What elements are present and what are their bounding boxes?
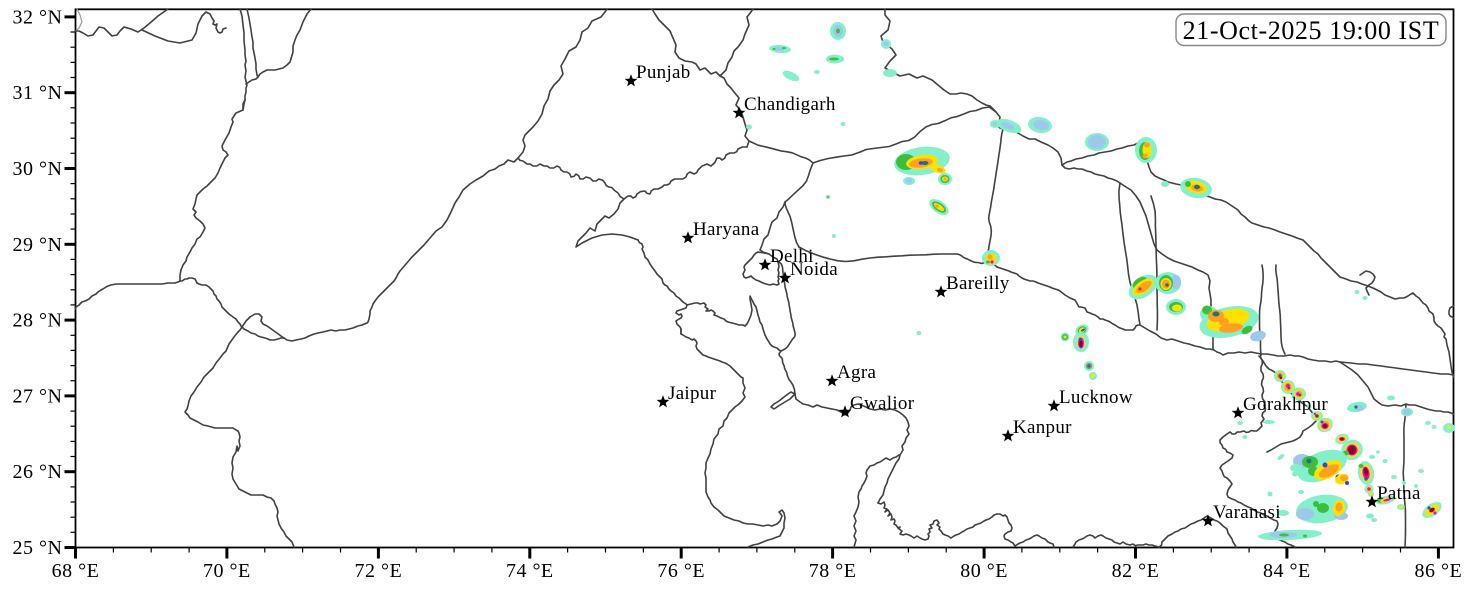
- svg-text:76 °E: 76 °E: [657, 560, 705, 582]
- svg-text:Gorakhpur: Gorakhpur: [1243, 394, 1328, 415]
- svg-text:78 °E: 78 °E: [809, 560, 857, 582]
- svg-text:30 °N: 30 °N: [13, 158, 63, 180]
- svg-text:31 °N: 31 °N: [13, 82, 63, 104]
- svg-text:Chandigarh: Chandigarh: [744, 94, 836, 115]
- svg-text:86 °E: 86 °E: [1415, 560, 1463, 582]
- svg-text:80 °E: 80 °E: [960, 560, 1008, 582]
- svg-text:26 °N: 26 °N: [13, 461, 63, 483]
- svg-text:Haryana: Haryana: [693, 219, 760, 240]
- svg-text:72 °E: 72 °E: [355, 560, 403, 582]
- svg-text:Punjab: Punjab: [636, 62, 691, 83]
- svg-text:Gwalior: Gwalior: [850, 393, 915, 414]
- svg-text:Lucknow: Lucknow: [1059, 387, 1133, 408]
- svg-text:Bareilly: Bareilly: [946, 273, 1010, 294]
- svg-text:68 °E: 68 °E: [52, 560, 100, 582]
- svg-text:32 °N: 32 °N: [13, 6, 63, 28]
- svg-text:74 °E: 74 °E: [506, 560, 554, 582]
- svg-text:Kanpur: Kanpur: [1013, 417, 1072, 438]
- svg-text:82 °E: 82 °E: [1112, 560, 1160, 582]
- svg-text:29 °N: 29 °N: [13, 234, 63, 256]
- svg-text:Agra: Agra: [837, 362, 876, 383]
- svg-text:21-Oct-2025 19:00 IST: 21-Oct-2025 19:00 IST: [1183, 16, 1440, 45]
- svg-text:Noida: Noida: [790, 259, 838, 280]
- svg-text:84 °E: 84 °E: [1263, 560, 1311, 582]
- svg-text:Varanasi: Varanasi: [1213, 502, 1281, 523]
- svg-text:Delhi: Delhi: [770, 246, 814, 267]
- svg-text:Patna: Patna: [1377, 483, 1421, 504]
- svg-text:28 °N: 28 °N: [13, 310, 63, 332]
- svg-text:Jaipur: Jaipur: [668, 383, 717, 404]
- svg-text:70 °E: 70 °E: [203, 560, 251, 582]
- svg-text:27 °N: 27 °N: [13, 385, 63, 407]
- svg-text:25 °N: 25 °N: [13, 537, 63, 559]
